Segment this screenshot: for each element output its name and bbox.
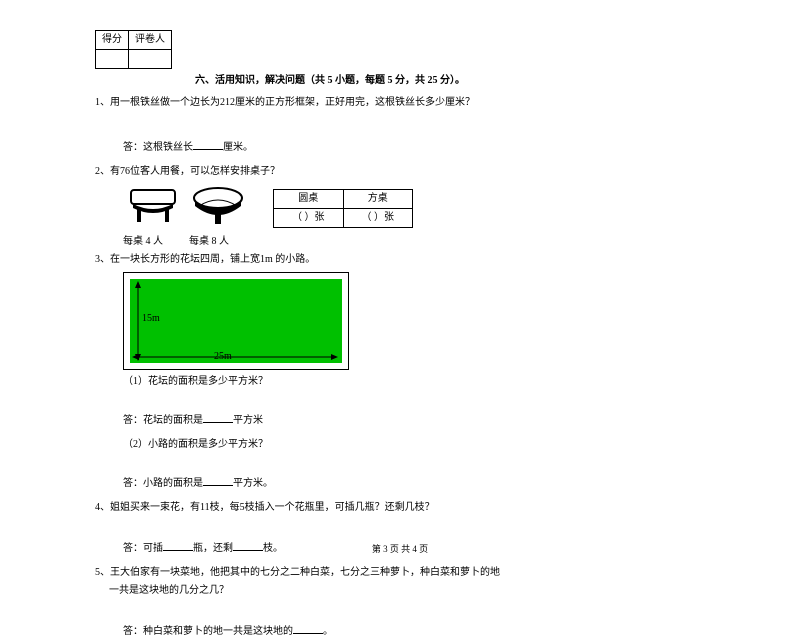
question-3: 3、在一块长方形的花坛四周，铺上宽1m 的小路。 <box>95 252 705 268</box>
desks-icon <box>123 184 253 232</box>
question-3-2: （2）小路的面积是多少平方米？ <box>123 437 705 453</box>
square-header: 方桌 <box>343 189 413 208</box>
score-cell: 得分 <box>96 31 129 50</box>
answer-3-2: 答：小路的面积是 平方米。 <box>123 473 705 492</box>
desk-row: 圆桌 方桌 （ ）张 （ ）张 <box>123 184 705 232</box>
square-count: （ ）张 <box>343 208 413 227</box>
page-footer: 第 3 页 共 4 页 <box>0 542 800 555</box>
answer-3-1: 答：花坛的面积是 平方米 <box>123 410 705 429</box>
score-grader-table: 得分 评卷人 <box>95 30 172 69</box>
answer-3-1-prefix: 答：花坛的面积是 <box>123 415 203 426</box>
question-4: 4、姐姐买来一束花，有11枝，每5枝插入一个花瓶里，可插几瓶？还剩几枝？ <box>95 500 705 516</box>
question-3-1: （1）花坛的面积是多少平方米？ <box>123 374 705 390</box>
section-title: 六、活用知识，解决问题（共 5 小题，每题 5 分，共 25 分）。 <box>195 73 705 89</box>
score-blank <box>96 50 129 69</box>
round-header: 圆桌 <box>274 189 344 208</box>
blank <box>203 473 233 486</box>
answer-5: 答：种白菜和萝卜的地一共是这块地的 。 <box>123 621 705 640</box>
answer-3-1-suffix: 平方米 <box>233 415 263 426</box>
blank <box>203 410 233 423</box>
desk-count-table: 圆桌 方桌 （ ）张 （ ）张 <box>273 189 413 228</box>
answer-3-2-prefix: 答：小路的面积是 <box>123 478 203 489</box>
question-1: 1、用一根铁丝做一个边长为212厘米的正方形框架，正好用完，这根铁丝长多少厘米？ <box>95 95 705 111</box>
answer-5-prefix: 答：种白菜和萝卜的地一共是这块地的 <box>123 626 293 637</box>
flowerbed-diagram: 15m 25m <box>123 272 349 370</box>
answer-1: 答：这根铁丝长 厘米。 <box>123 137 705 156</box>
grader-blank <box>129 50 172 69</box>
dim-15m: 15m <box>142 311 160 327</box>
answer-1-prefix: 答：这根铁丝长 <box>123 142 193 153</box>
square-desk-label: 每桌 4 人 <box>123 234 163 250</box>
flowerbed-inner <box>130 279 342 363</box>
question-2: 2、有76位客人用餐，可以怎样安排桌子？ <box>95 164 705 180</box>
answer-5-suffix: 。 <box>323 626 333 637</box>
round-desk-label: 每桌 8 人 <box>189 234 229 250</box>
answer-1-suffix: 厘米。 <box>223 142 253 153</box>
blank <box>293 621 323 634</box>
question-5-l1: 5、王大伯家有一块菜地，他把其中的七分之二种白菜，七分之三种萝卜，种白菜和萝卜的… <box>95 565 705 581</box>
desk-labels: 每桌 4 人 每桌 8 人 <box>123 234 705 250</box>
question-5-l2: 一共是这块地的几分之几？ <box>109 583 705 599</box>
dim-25m: 25m <box>214 349 232 365</box>
blank <box>193 137 223 150</box>
round-count: （ ）张 <box>274 208 344 227</box>
flowerbed-arrows-icon <box>130 279 342 363</box>
answer-3-2-suffix: 平方米。 <box>233 478 273 489</box>
grader-cell: 评卷人 <box>129 31 172 50</box>
